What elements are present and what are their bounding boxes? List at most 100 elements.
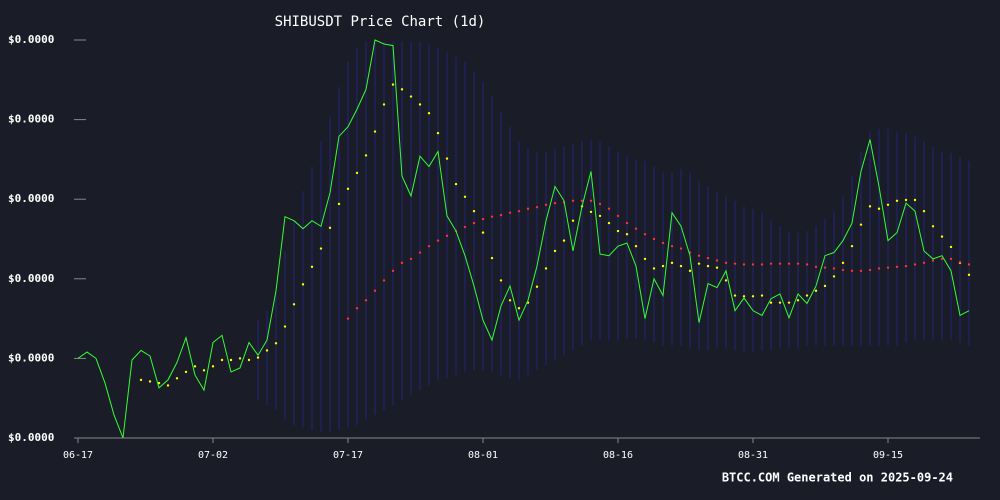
ma-dot (697, 254, 701, 257)
ma-dot (877, 267, 881, 270)
ma-dot (661, 241, 665, 245)
ma-dot (283, 325, 287, 328)
ma-dot (247, 358, 251, 362)
ma-dot (463, 225, 467, 229)
ma-dot (535, 285, 539, 288)
ma-dot (643, 233, 647, 236)
ma-dot (490, 215, 494, 218)
ma-dot (742, 263, 746, 266)
ma-dot (841, 261, 845, 265)
ma-dot (355, 171, 359, 175)
ma-dot (427, 112, 431, 115)
ma-dot (382, 103, 386, 106)
ma-dot (499, 213, 503, 217)
ma-dot (346, 187, 350, 191)
ma-dot (508, 211, 512, 214)
ma-dot (697, 262, 701, 265)
ma-dot (490, 256, 494, 260)
ma-dot (373, 130, 377, 133)
ma-dot (868, 268, 872, 272)
ma-dot (679, 264, 683, 268)
ma-dot (382, 279, 386, 282)
ma-dot (778, 301, 782, 304)
x-tick-label: 08-01 (468, 450, 498, 461)
ma-dot (211, 365, 215, 368)
ma-dot (454, 182, 458, 186)
ma-dot (895, 199, 899, 202)
ma-dot (301, 283, 305, 286)
footer: BTCC.COM Generated on 2025-09-24 (722, 471, 953, 485)
ma-dot (841, 268, 845, 272)
ma-dot (742, 295, 746, 298)
price-line (77, 39, 970, 439)
ma-dot (688, 269, 692, 273)
ma-dot (823, 266, 827, 269)
ma-dot (481, 217, 485, 221)
ma-dot (733, 294, 737, 297)
ma-dot (760, 263, 764, 266)
ma-dot (670, 261, 674, 265)
ma-dot (949, 257, 953, 261)
ma-dot (481, 231, 485, 234)
ma-dot (904, 198, 908, 202)
ma-dot (679, 247, 683, 250)
ma-dot (553, 201, 557, 205)
ma-dot (463, 195, 467, 199)
ma-dot (967, 263, 971, 266)
x-tick-label: 07-02 (198, 450, 228, 461)
ma-dot (139, 378, 143, 382)
ma-dot (859, 223, 863, 226)
y-tick-label: $0.0000 (8, 431, 54, 444)
ma-dot (886, 266, 890, 269)
ma-dot (796, 262, 800, 265)
ma-dot (562, 239, 566, 242)
ma-dot (715, 259, 719, 262)
ma-dot (634, 227, 638, 230)
ma-dot (832, 275, 836, 278)
ma-dot (616, 214, 620, 218)
ma-dot (661, 264, 665, 268)
ma-dot (625, 221, 629, 225)
ma-dot (913, 263, 917, 266)
x-tick-label: 06-17 (63, 450, 93, 461)
ma-dot (949, 245, 953, 249)
ma-dot (814, 289, 818, 292)
ma-dot (265, 349, 269, 352)
ma-dot (787, 262, 791, 265)
ma-dot (832, 267, 836, 270)
ma-dot (787, 301, 791, 304)
ma-dot (877, 207, 881, 210)
ma-dot (571, 199, 575, 202)
ma-dot (868, 205, 872, 208)
ma-dot (346, 317, 350, 320)
ma-dot (724, 261, 728, 265)
ma-dot (571, 219, 575, 222)
ma-dot (292, 303, 296, 306)
ma-dot (940, 235, 944, 238)
ma-dot (751, 263, 755, 266)
ma-dot (418, 103, 422, 106)
ma-dot (535, 205, 539, 209)
ma-dot (355, 307, 359, 310)
ma-dot (220, 358, 224, 362)
ma-dot (589, 210, 593, 214)
ma-dot (922, 209, 926, 213)
ma-dot (850, 244, 854, 248)
ma-dot (958, 260, 962, 264)
ma-dot (166, 384, 170, 387)
ma-dot (499, 279, 503, 282)
ma-dot (328, 226, 332, 230)
ma-dot (310, 265, 314, 269)
ma-dot (409, 257, 413, 261)
ma-dot (364, 154, 368, 157)
x-tick-label: 08-16 (603, 450, 633, 461)
ma-dot (805, 263, 809, 266)
ma-dot (589, 199, 593, 202)
ma-dot (400, 261, 404, 265)
ma-dot (895, 265, 899, 269)
ma-dot (193, 365, 197, 368)
ma-dot (436, 239, 440, 242)
y-tick-label: $0.0000 (8, 351, 54, 364)
ma-dot (850, 269, 854, 273)
